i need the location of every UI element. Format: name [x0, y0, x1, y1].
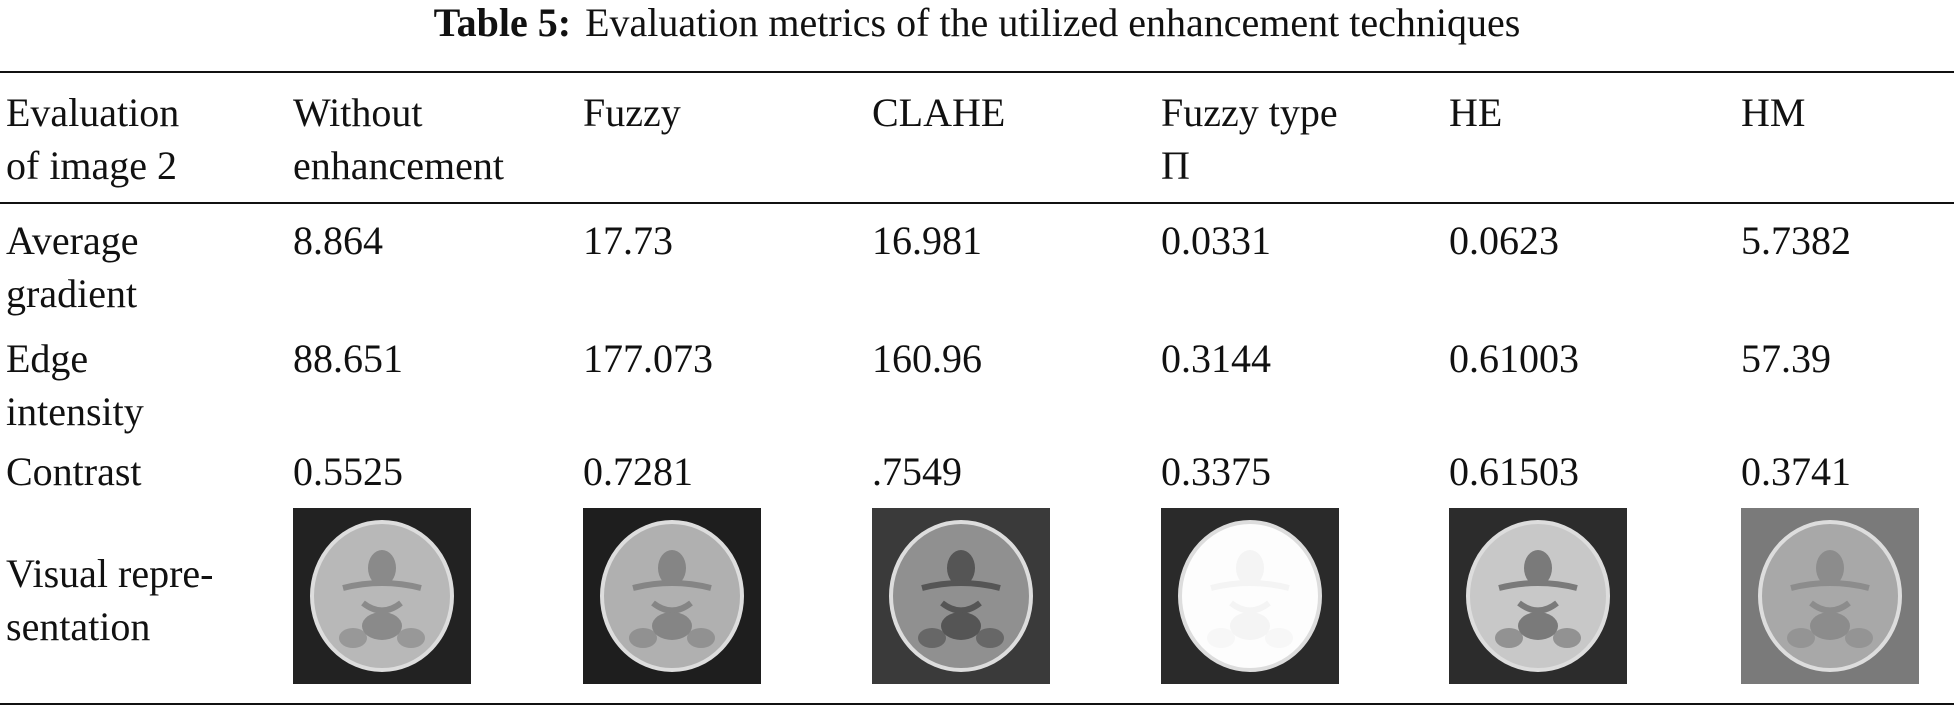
header-cell: HM	[1741, 90, 1806, 135]
table-cell: 57.39	[1741, 336, 1831, 381]
header-cell: HE	[1449, 90, 1503, 135]
scan-thumbnail	[293, 508, 471, 684]
table-cell: 0.61503	[1449, 449, 1579, 494]
top-rule	[0, 71, 1954, 73]
row-label: Average gradient	[6, 218, 139, 316]
row-label: Edge intensity	[6, 336, 144, 434]
table-cell: 0.3741	[1741, 449, 1851, 494]
header-cell: CLAHE	[872, 90, 1006, 135]
table-cell: 8.864	[293, 218, 383, 263]
row-label: Contrast	[6, 449, 142, 494]
table-cell: 16.981	[872, 218, 982, 263]
table-cell: 17.73	[583, 218, 673, 263]
row-label: Visual repre- sentation	[6, 551, 214, 649]
table-caption: Table 5: Evaluation metrics of the utiliz…	[0, 0, 1954, 46]
table-cell: 0.7281	[583, 449, 693, 494]
table-cell: 0.3144	[1161, 336, 1271, 381]
header-cell: Fuzzy	[583, 90, 681, 135]
table-cell: 0.61003	[1449, 336, 1579, 381]
table-cell: .7549	[872, 449, 962, 494]
table-cell: 88.651	[293, 336, 403, 381]
table-cell: 0.0331	[1161, 218, 1271, 263]
header-cell: Fuzzy type Π	[1161, 90, 1338, 188]
table-cell: 5.7382	[1741, 218, 1851, 263]
scan-thumbnail	[1449, 508, 1627, 684]
caption-text: Evaluation metrics of the utilized enhan…	[585, 0, 1521, 45]
caption-label: Table 5:	[433, 0, 572, 45]
scan-thumbnail	[1161, 508, 1339, 684]
table-cell: 177.073	[583, 336, 713, 381]
scan-thumbnail	[1741, 508, 1919, 684]
table-cell: 0.0623	[1449, 218, 1559, 263]
table-cell: 160.96	[872, 336, 982, 381]
header-cell: Evaluation of image 2	[6, 90, 180, 188]
table-cell: 0.3375	[1161, 449, 1271, 494]
header-cell: Without enhancement	[293, 90, 504, 188]
bottom-rule	[0, 703, 1954, 705]
scan-thumbnail	[583, 508, 761, 684]
scan-thumbnail	[872, 508, 1050, 684]
table-cell: 0.5525	[293, 449, 403, 494]
header-rule	[0, 202, 1954, 204]
